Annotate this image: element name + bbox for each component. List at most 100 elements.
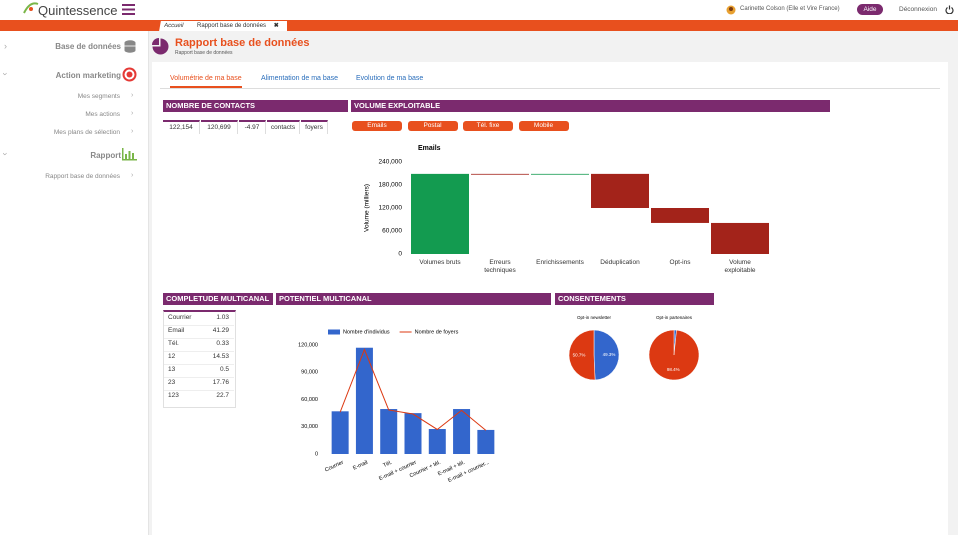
table-cell: 41.29 xyxy=(212,327,229,334)
y-tick-label: 0 xyxy=(315,451,318,457)
section-heading: NOMBRE DE CONTACTS xyxy=(163,100,348,112)
menu-icon[interactable] xyxy=(122,4,136,15)
pie-chart: Opt-in newsletter 49.3% 50.7% xyxy=(554,312,634,392)
bar xyxy=(355,347,373,454)
x-tick-label: Enrichissements xyxy=(536,259,584,266)
subtab[interactable]: Evolution de ma base xyxy=(356,75,424,82)
channel-button[interactable]: Emails xyxy=(352,121,402,131)
table-cell: foyers xyxy=(301,120,328,134)
bar xyxy=(411,173,469,254)
table-cell: 17.76 xyxy=(212,379,229,386)
bar xyxy=(428,429,446,454)
nav-subitem[interactable]: Mes plans de sélection xyxy=(53,129,120,136)
avatar xyxy=(726,5,736,15)
bar xyxy=(404,413,422,454)
nav-item[interactable]: Action marketing xyxy=(55,71,121,80)
legend-label: Nombre de foyers xyxy=(415,329,459,335)
pie-chart: Opt-in partenaires 98.4% xyxy=(634,312,714,392)
tab[interactable]: Rapport base de données ✖ xyxy=(194,21,287,31)
chevron: › xyxy=(4,41,7,51)
row-rule xyxy=(164,364,234,365)
y-tick-label: 120,000 xyxy=(298,342,318,348)
nav-subitem[interactable]: Rapport base de données xyxy=(45,173,120,180)
tab-bar xyxy=(0,20,958,31)
chevron: › xyxy=(131,92,134,99)
logout[interactable]: Déconnexion xyxy=(899,6,937,13)
page-icon xyxy=(152,38,169,55)
table-cell: Tél. xyxy=(168,340,179,347)
chevron: › xyxy=(131,128,134,135)
chart-icon xyxy=(122,148,137,161)
bar xyxy=(453,409,471,454)
channel-button[interactable]: Tél. fixe xyxy=(463,121,513,131)
nav-subitem[interactable]: Mes actions xyxy=(85,111,120,118)
slice-label: 98.4% xyxy=(667,367,680,372)
chart-svg: Emails Volume (milliers) 0 60,000 120,000 180… xyxy=(364,145,769,258)
table-cell: 1.03 xyxy=(216,314,229,321)
x-tick-label: Volumes bruts xyxy=(419,259,461,266)
chevron: › xyxy=(0,152,11,156)
x-tick-label: Déduplication xyxy=(600,259,640,266)
chart-title: Emails xyxy=(418,145,441,152)
pie-slice xyxy=(648,329,700,381)
bar xyxy=(711,222,769,254)
row-rule xyxy=(164,351,234,352)
chart-svg: Opt-in newsletter 49.3% 50.7% xyxy=(568,315,620,381)
pie-slice xyxy=(568,329,596,381)
chevron: › xyxy=(0,72,11,76)
x-tick-label: E-mail xyxy=(352,460,369,472)
table-cell: -4.97 xyxy=(239,120,266,134)
x-tick-label: Courrier xyxy=(324,460,345,474)
y-tick-label: 0 xyxy=(398,251,402,258)
slice-label: 50.7% xyxy=(573,353,586,358)
section-heading: COMPLETUDE MULTICANAL xyxy=(163,293,273,305)
bar xyxy=(477,429,495,454)
y-tick-label: 120,000 xyxy=(379,205,403,212)
subtab-rule xyxy=(160,88,940,89)
line-series xyxy=(339,348,487,431)
bar xyxy=(380,409,398,454)
row-rule xyxy=(164,325,234,326)
y-tick-label: 180,000 xyxy=(379,182,403,189)
y-tick-label: 60,000 xyxy=(301,397,318,403)
chevron: › xyxy=(131,110,134,117)
nav-item[interactable]: Rapport xyxy=(90,151,121,160)
page-subtitle: Rapport base de données xyxy=(175,50,233,56)
y-tick-label: 60,000 xyxy=(382,228,402,235)
section-heading: CONSENTEMENTS xyxy=(555,293,714,305)
bar xyxy=(471,173,529,175)
channel-button[interactable]: Mobile xyxy=(518,121,569,131)
x-tick-label: Tél. xyxy=(382,459,393,469)
table-cell: 14.53 xyxy=(212,353,229,360)
nav-item[interactable]: Base de données xyxy=(55,42,121,51)
table-cell: 0.5 xyxy=(219,366,229,373)
table-cell: 123 xyxy=(168,392,179,399)
section-heading: POTENTIEL MULTICANAL xyxy=(276,293,551,305)
combo-chart: 0 30,000 60,000 90,000 120,000 Nombre d'indiv… xyxy=(280,325,520,515)
chevron: › xyxy=(131,172,134,179)
legend-swatch xyxy=(328,329,340,335)
help-button[interactable]: Aide xyxy=(857,4,883,15)
x-tick-label: Erreurs techniques xyxy=(484,259,516,274)
subtab[interactable]: Alimentation de ma base xyxy=(261,75,339,82)
subtab-active[interactable]: Volumétrie de ma base xyxy=(170,75,242,88)
logo-icon xyxy=(23,2,39,14)
bar xyxy=(331,411,349,454)
nav-subitem[interactable]: Mes segments xyxy=(77,93,120,100)
db-icon xyxy=(124,40,136,53)
bar xyxy=(651,208,709,223)
tab-label[interactable]: Rapport base de données xyxy=(197,23,267,29)
y-tick-label: 240,000 xyxy=(379,159,403,166)
table-cell: 22.7 xyxy=(216,392,229,399)
channel-button[interactable]: Postal xyxy=(407,121,458,131)
power-icon[interactable] xyxy=(945,5,954,14)
table-cell: Email xyxy=(168,327,185,334)
bar xyxy=(591,173,649,208)
table-cell: Courrier xyxy=(168,314,192,321)
chart-title: Opt-in newsletter xyxy=(577,315,612,320)
table-cell: 122,154 xyxy=(163,120,200,134)
logo[interactable]: Quintessence xyxy=(38,3,118,18)
legend-label: Nombre d'individus xyxy=(343,329,390,335)
tab[interactable]: Accueil xyxy=(159,21,197,31)
table-cell: 13 xyxy=(168,366,176,373)
